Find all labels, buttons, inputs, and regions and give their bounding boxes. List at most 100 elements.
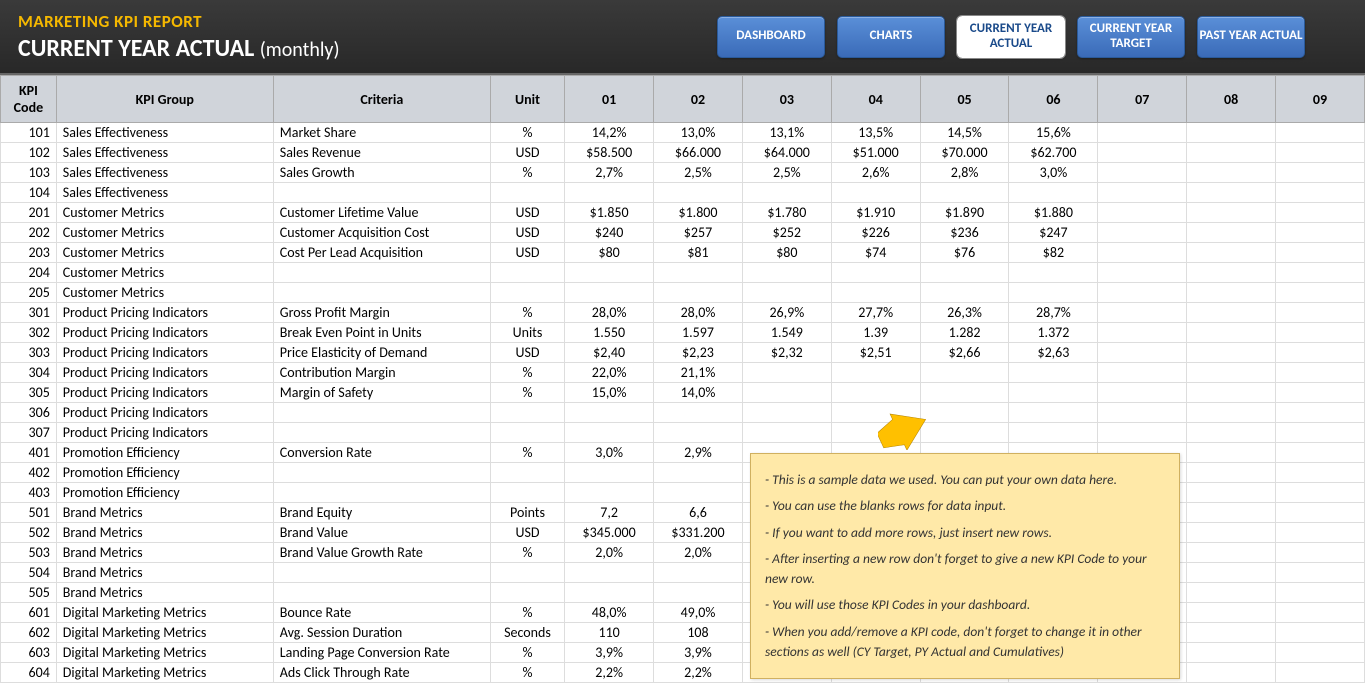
cell[interactable]: 2,8% [920, 163, 1009, 183]
cell[interactable]: 603 [1, 643, 57, 663]
cell[interactable]: 504 [1, 563, 57, 583]
cell[interactable]: $64.000 [742, 143, 831, 163]
cell[interactable]: Product Pricing Indicators [56, 343, 273, 363]
cell[interactable]: 1.372 [1009, 323, 1098, 343]
cell[interactable] [565, 183, 654, 203]
cell[interactable]: USD [490, 343, 564, 363]
cell[interactable]: $2,32 [742, 343, 831, 363]
cell[interactable]: Promotion Efficiency [56, 483, 273, 503]
cell[interactable]: 49,0% [654, 603, 743, 623]
cell[interactable]: % [490, 383, 564, 403]
cell[interactable]: $236 [920, 223, 1009, 243]
cell[interactable]: USD [490, 223, 564, 243]
cell[interactable]: 14,5% [920, 123, 1009, 143]
cell[interactable]: Points [490, 503, 564, 523]
cell[interactable]: $80 [742, 243, 831, 263]
cell[interactable] [1276, 603, 1365, 623]
cell[interactable]: Product Pricing Indicators [56, 423, 273, 443]
cell[interactable] [831, 423, 920, 443]
cell[interactable]: 1.550 [565, 323, 654, 343]
cell[interactable]: 28,0% [565, 303, 654, 323]
cell[interactable]: $58.500 [565, 143, 654, 163]
cell[interactable] [1098, 183, 1187, 203]
cell[interactable]: $62.700 [1009, 143, 1098, 163]
cell[interactable]: % [490, 603, 564, 623]
cell[interactable] [490, 403, 564, 423]
cell[interactable] [1276, 363, 1365, 383]
cell[interactable]: 21,1% [654, 363, 743, 383]
cell[interactable]: $252 [742, 223, 831, 243]
cell[interactable]: $2,63 [1009, 343, 1098, 363]
cell[interactable]: $1.890 [920, 203, 1009, 223]
cell[interactable] [1098, 163, 1187, 183]
cell[interactable] [920, 383, 1009, 403]
cell[interactable] [565, 403, 654, 423]
cell[interactable]: Units [490, 323, 564, 343]
cell[interactable] [1098, 343, 1187, 363]
cell[interactable] [1009, 403, 1098, 423]
cell[interactable] [1098, 383, 1187, 403]
cell[interactable]: $66.000 [654, 143, 743, 163]
cell[interactable]: Customer Metrics [56, 283, 273, 303]
cell[interactable] [1098, 143, 1187, 163]
cell[interactable]: 505 [1, 583, 57, 603]
cell[interactable]: Conversion Rate [273, 443, 490, 463]
cell[interactable] [1276, 503, 1365, 523]
cell[interactable] [831, 383, 920, 403]
cell[interactable]: 26,9% [742, 303, 831, 323]
cell[interactable]: % [490, 543, 564, 563]
cell[interactable]: 301 [1, 303, 57, 323]
cell[interactable] [1276, 423, 1365, 443]
cell[interactable]: 401 [1, 443, 57, 463]
cell[interactable]: 503 [1, 543, 57, 563]
cell[interactable]: Landing Page Conversion Rate [273, 643, 490, 663]
cell[interactable]: USD [490, 243, 564, 263]
cell[interactable] [1276, 483, 1365, 503]
cell[interactable]: 501 [1, 503, 57, 523]
cell[interactable] [1187, 503, 1276, 523]
cell[interactable] [1276, 643, 1365, 663]
cell[interactable]: 1.549 [742, 323, 831, 343]
cell[interactable] [490, 483, 564, 503]
cell[interactable]: 403 [1, 483, 57, 503]
cell[interactable] [654, 483, 743, 503]
cell[interactable] [1276, 323, 1365, 343]
cell[interactable]: % [490, 363, 564, 383]
cell[interactable]: 104 [1, 183, 57, 203]
cell[interactable] [920, 283, 1009, 303]
cell[interactable]: Market Share [273, 123, 490, 143]
cell[interactable] [1098, 243, 1187, 263]
cell[interactable] [565, 263, 654, 283]
cell[interactable]: 14,2% [565, 123, 654, 143]
cell[interactable] [1187, 483, 1276, 503]
cell[interactable] [1187, 123, 1276, 143]
cell[interactable] [654, 583, 743, 603]
cell[interactable]: 601 [1, 603, 57, 623]
cell[interactable]: 2,0% [565, 543, 654, 563]
cell[interactable]: Brand Value Growth Rate [273, 543, 490, 563]
cell[interactable]: 15,6% [1009, 123, 1098, 143]
cell[interactable]: 15,0% [565, 383, 654, 403]
cell[interactable] [1276, 163, 1365, 183]
cell[interactable]: 306 [1, 403, 57, 423]
cell[interactable]: 14,0% [654, 383, 743, 403]
cell[interactable] [1187, 603, 1276, 623]
cell[interactable]: Product Pricing Indicators [56, 363, 273, 383]
cell[interactable]: Margin of Safety [273, 383, 490, 403]
cell[interactable] [1187, 283, 1276, 303]
cell[interactable] [273, 483, 490, 503]
cell[interactable] [1187, 183, 1276, 203]
cell[interactable]: 27,7% [831, 303, 920, 323]
cell[interactable] [1009, 283, 1098, 303]
cell[interactable]: Price Elasticity of Demand [273, 343, 490, 363]
cell[interactable] [654, 463, 743, 483]
cell[interactable]: Sales Effectiveness [56, 123, 273, 143]
cell[interactable]: % [490, 663, 564, 683]
cell[interactable] [565, 483, 654, 503]
cell[interactable] [1276, 303, 1365, 323]
cell[interactable]: $247 [1009, 223, 1098, 243]
cell[interactable] [654, 403, 743, 423]
cell[interactable] [273, 283, 490, 303]
cell[interactable]: Avg. Session Duration [273, 623, 490, 643]
cell[interactable]: $345.000 [565, 523, 654, 543]
